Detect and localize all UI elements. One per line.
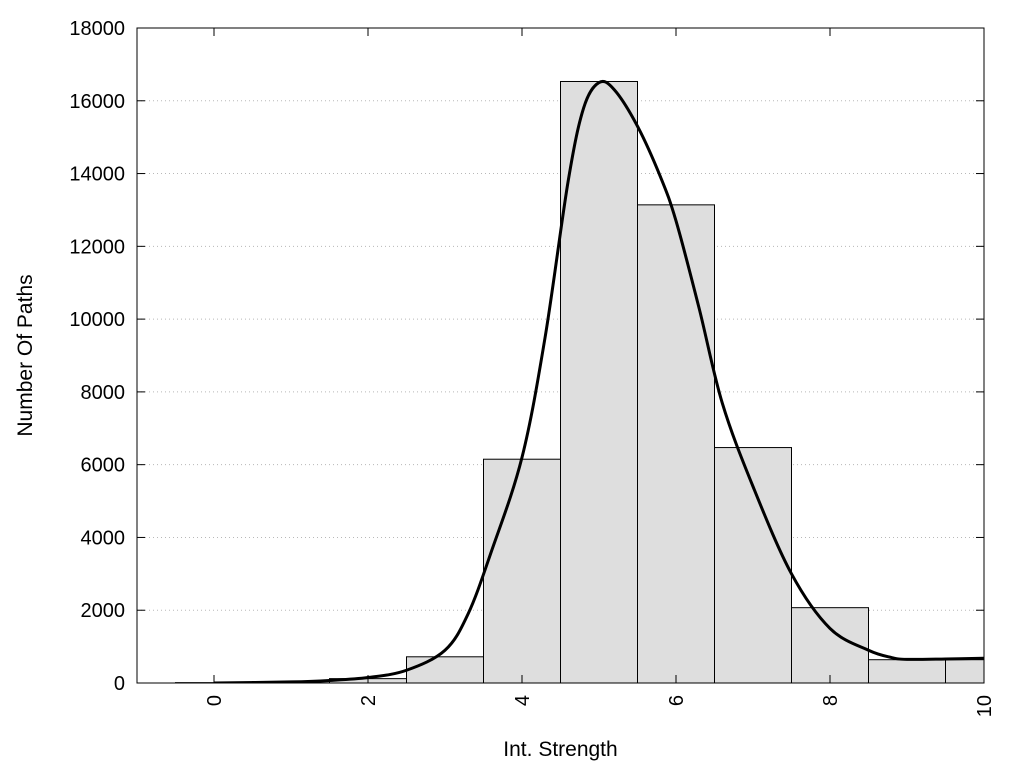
y-tick-label: 4000	[81, 527, 126, 549]
y-tick-label: 18000	[69, 18, 125, 40]
histogram-bars	[175, 80, 984, 683]
x-tick-label: 0	[204, 695, 226, 706]
x-tick-label: 10	[974, 695, 996, 717]
plot-frame	[136, 27, 985, 684]
histogram-bar	[483, 458, 561, 683]
y-tick-label: 2000	[81, 600, 126, 622]
histogram-bar	[406, 656, 484, 683]
density-curve-group	[213, 79, 984, 683]
histogram-bar	[560, 80, 638, 683]
density-curve	[213, 79, 984, 683]
x-axis: 0 2 4 6 8 10	[204, 28, 996, 717]
x-tick-label: 8	[820, 695, 842, 706]
x-tick-label: 2	[358, 695, 380, 706]
x-tick-label: 4	[512, 695, 534, 706]
y-tick-label: 0	[114, 673, 125, 695]
y-tick-label: 8000	[81, 382, 126, 404]
y-tick-label: 14000	[69, 164, 125, 186]
histogram-bar	[945, 659, 984, 683]
y-tick-label: 6000	[81, 455, 126, 477]
x-axis-title: Int. Strength	[503, 738, 617, 761]
y-axis: 0 2000 4000 6000 8000 10000 12000 14000 16000 180…	[69, 18, 984, 695]
y-tick-label: 10000	[69, 309, 125, 331]
y-tick-label: 12000	[69, 236, 125, 258]
y-axis-title: Number Of Paths	[14, 274, 37, 436]
histogram-bar	[868, 659, 946, 683]
histogram-bar	[637, 204, 715, 683]
x-tick-label: 6	[666, 695, 688, 706]
y-tick-label: 16000	[69, 91, 125, 113]
